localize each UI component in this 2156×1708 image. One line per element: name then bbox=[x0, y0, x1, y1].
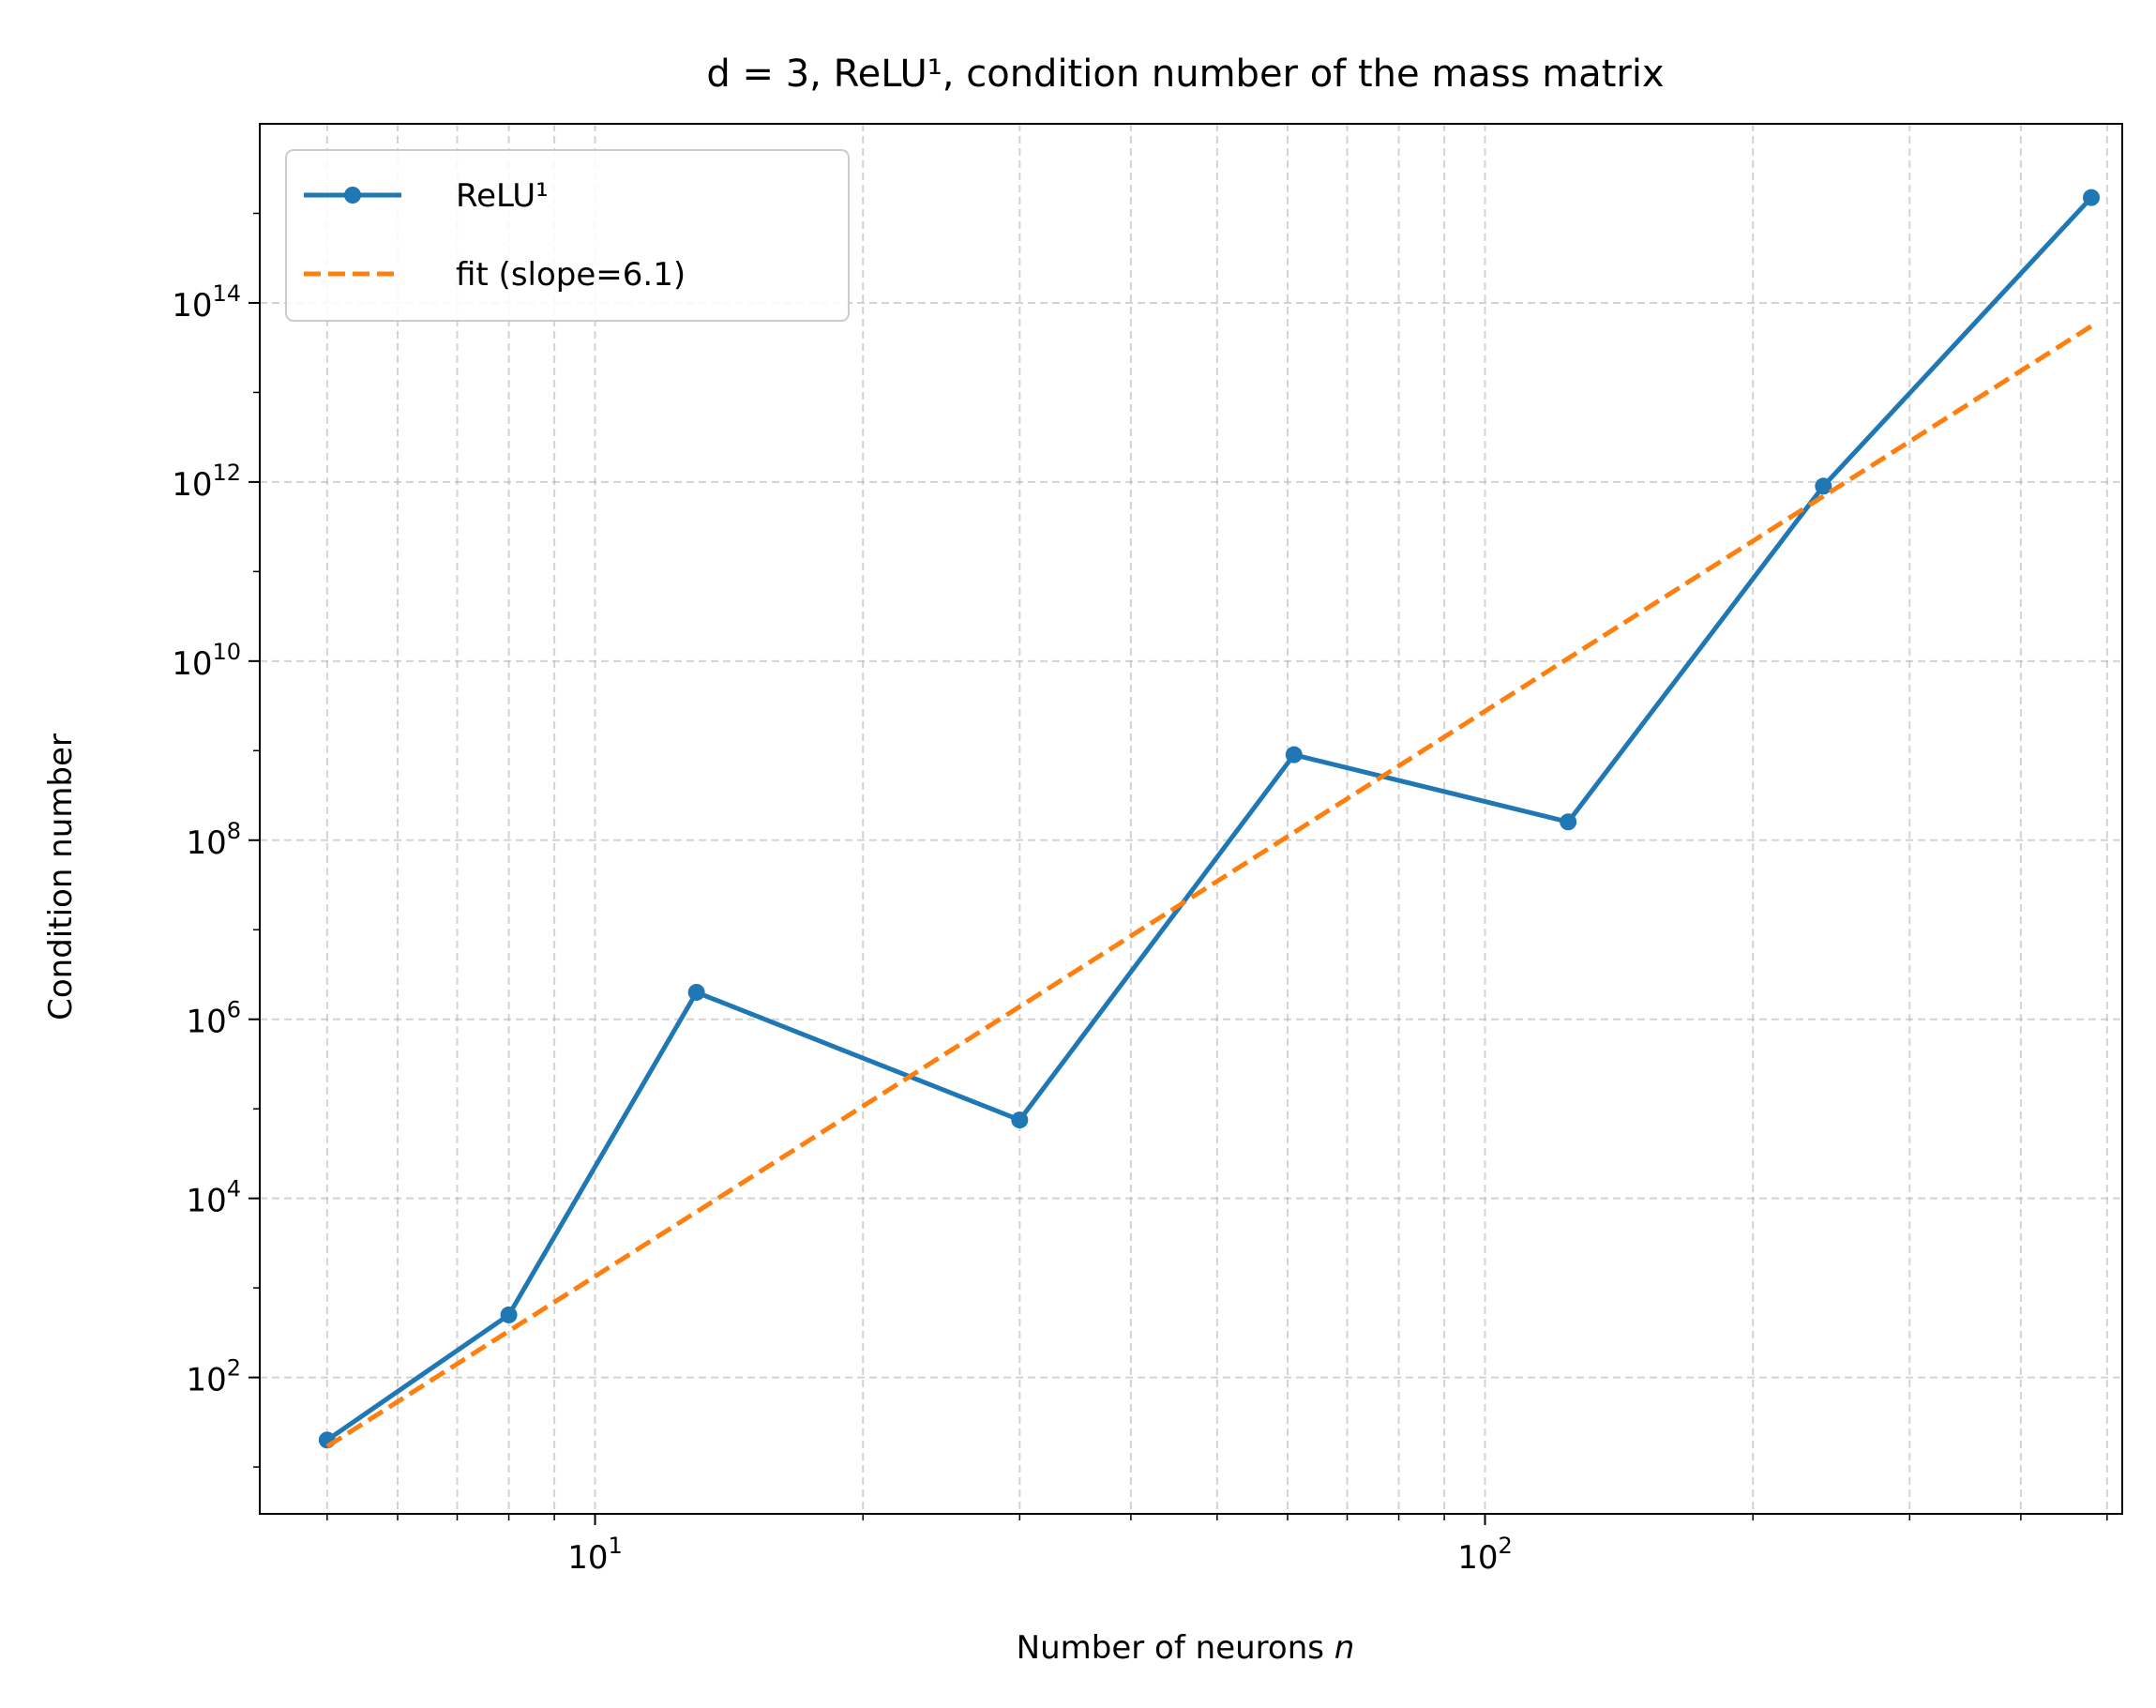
y-tick-label: 1010 bbox=[172, 639, 241, 683]
chart-title: d = 3, ReLU¹, condition number of the ma… bbox=[706, 53, 1664, 96]
series-line-1 bbox=[325, 324, 2093, 1449]
data-point bbox=[500, 1306, 518, 1323]
data-point bbox=[2083, 189, 2101, 206]
plot-frame bbox=[259, 123, 2123, 1515]
x-axis-label-var: n bbox=[1334, 1629, 1355, 1667]
series-layer bbox=[318, 189, 2101, 1449]
legend-entry-1: fit (slope=6.1) bbox=[456, 256, 686, 294]
x-axis-label-text: Number of neurons bbox=[1017, 1629, 1324, 1667]
axes: 102 104 106 108 1010 1012 1014 101 102 bbox=[172, 212, 2108, 1577]
y-tick-label: 1014 bbox=[172, 280, 241, 325]
x-axis-label: Number of neurons n bbox=[1017, 1629, 1355, 1667]
data-point bbox=[1285, 746, 1303, 763]
y-tick-label: 108 bbox=[186, 818, 241, 862]
data-point bbox=[1011, 1111, 1029, 1129]
data-point bbox=[1560, 813, 1577, 831]
x-tick-label: 101 bbox=[567, 1533, 623, 1577]
y-tick-label: 104 bbox=[186, 1176, 241, 1220]
y-tick-label: 1012 bbox=[172, 460, 241, 504]
data-point bbox=[1815, 477, 1832, 495]
series-line-0 bbox=[325, 195, 2093, 1443]
y-tick-label: 102 bbox=[186, 1355, 241, 1399]
legend-box bbox=[285, 149, 850, 322]
y-tick-label: 106 bbox=[186, 997, 241, 1041]
grid bbox=[260, 124, 2122, 1514]
x-tick-label: 102 bbox=[1457, 1533, 1513, 1577]
legend-marker-0 bbox=[344, 187, 361, 204]
legend-entry-0: ReLU¹ bbox=[456, 177, 549, 215]
data-point bbox=[687, 983, 705, 1001]
y-axis-label: Condition number bbox=[42, 733, 80, 1020]
legend: ReLU¹ fit (slope=6.1) bbox=[285, 149, 850, 322]
